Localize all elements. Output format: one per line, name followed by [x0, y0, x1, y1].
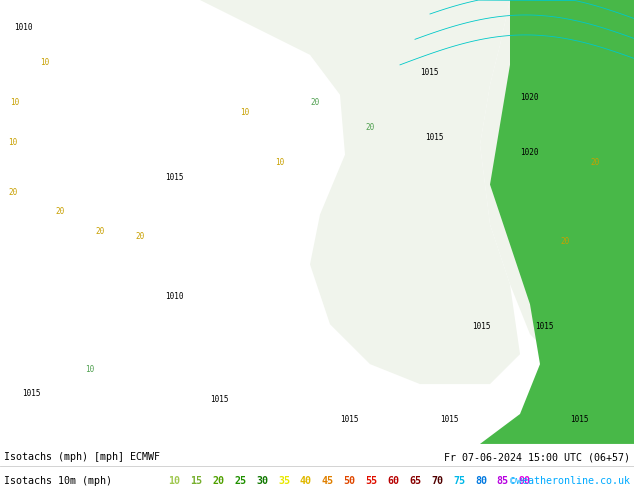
Text: 70: 70: [431, 476, 443, 486]
Polygon shape: [420, 0, 634, 444]
Text: 1015: 1015: [570, 415, 588, 424]
Text: 80: 80: [475, 476, 487, 486]
Text: 50: 50: [344, 476, 356, 486]
Polygon shape: [200, 0, 520, 384]
Text: 90: 90: [519, 476, 531, 486]
Text: 1015: 1015: [440, 415, 458, 424]
Text: 20: 20: [212, 476, 224, 486]
Text: 1015: 1015: [472, 322, 491, 331]
Text: 1015: 1015: [535, 322, 553, 331]
Text: 45: 45: [321, 476, 333, 486]
Text: 1015: 1015: [425, 133, 444, 142]
Text: 10: 10: [169, 476, 181, 486]
Text: 65: 65: [410, 476, 421, 486]
Text: 20: 20: [55, 207, 64, 217]
Text: 1015: 1015: [340, 415, 358, 424]
Text: 10: 10: [40, 58, 49, 67]
Text: 10: 10: [240, 108, 249, 117]
Text: 20: 20: [560, 238, 569, 246]
Text: Fr 07-06-2024 15:00 UTC (06+57): Fr 07-06-2024 15:00 UTC (06+57): [444, 452, 630, 462]
Text: 20: 20: [95, 227, 104, 237]
Text: 1015: 1015: [165, 172, 183, 182]
Text: 30: 30: [256, 476, 268, 486]
Text: 10: 10: [10, 98, 19, 107]
Text: 20: 20: [365, 122, 374, 132]
Text: 25: 25: [234, 476, 246, 486]
Polygon shape: [480, 0, 634, 374]
Text: 1020: 1020: [520, 93, 538, 102]
Text: 20: 20: [590, 158, 599, 167]
Text: 85: 85: [497, 476, 509, 486]
Text: 15: 15: [190, 476, 202, 486]
Text: 60: 60: [387, 476, 399, 486]
Text: 75: 75: [453, 476, 465, 486]
Text: 40: 40: [300, 476, 312, 486]
Text: Isotachs (mph) [mph] ECMWF: Isotachs (mph) [mph] ECMWF: [4, 452, 160, 462]
Text: 1015: 1015: [420, 68, 439, 77]
Text: 20: 20: [310, 98, 320, 107]
Text: 1010: 1010: [165, 293, 183, 301]
Text: ©weatheronline.co.uk: ©weatheronline.co.uk: [510, 476, 630, 486]
Text: 35: 35: [278, 476, 290, 486]
Text: 10: 10: [8, 138, 17, 147]
Text: 1015: 1015: [210, 395, 228, 404]
Text: 20: 20: [8, 188, 17, 196]
Text: 10: 10: [85, 365, 94, 374]
Text: 1010: 1010: [14, 23, 32, 32]
Text: 10: 10: [275, 158, 284, 167]
Text: 1015: 1015: [22, 389, 41, 398]
Text: Isotachs 10m (mph): Isotachs 10m (mph): [4, 476, 112, 486]
Text: 55: 55: [366, 476, 377, 486]
Text: 1020: 1020: [520, 147, 538, 157]
Text: 20: 20: [135, 232, 145, 242]
